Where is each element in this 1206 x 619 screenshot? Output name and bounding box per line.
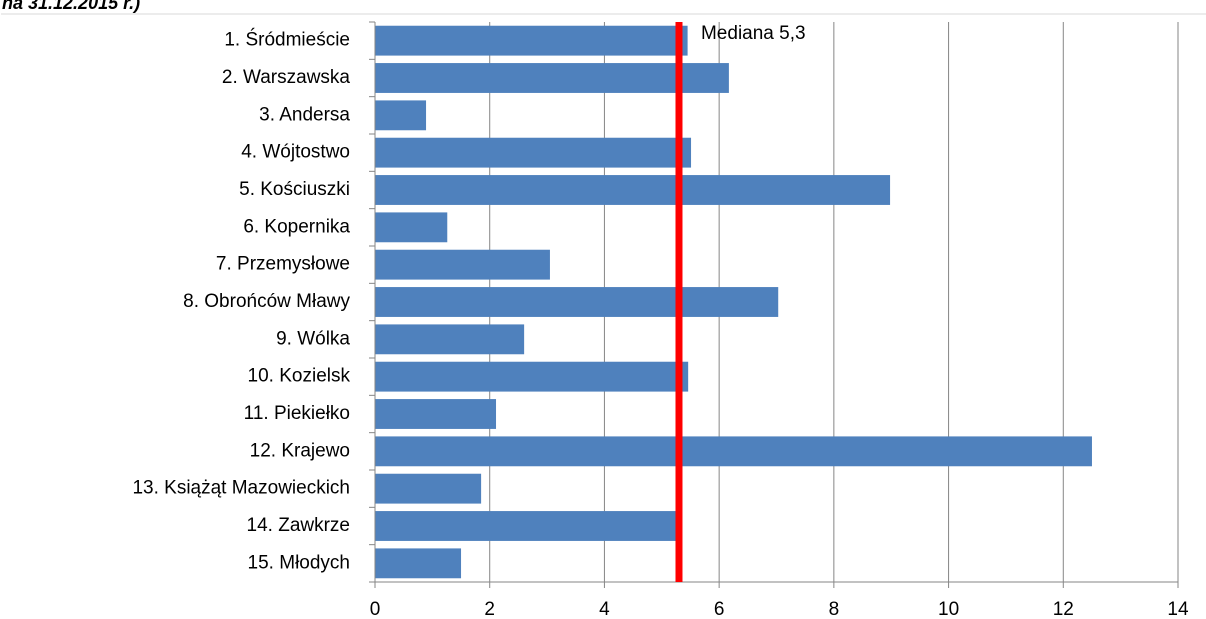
bar — [375, 25, 688, 56]
y-tick-label: 4. Wójtostwo — [241, 142, 350, 163]
y-tick-label: 5. Kościuszki — [239, 179, 350, 200]
y-tick-label: 6. Kopernika — [243, 216, 350, 237]
median-label: Mediana 5,3 — [701, 23, 806, 44]
x-tick-label: 8 — [829, 599, 840, 619]
y-tick-label: 7. Przemysłowe — [216, 254, 350, 275]
chart-title: na 31.12.2015 r.) — [2, 0, 140, 13]
bar — [375, 175, 891, 205]
x-tick-label: 6 — [714, 599, 725, 619]
x-tick-label: 12 — [1053, 599, 1074, 619]
x-tick-label: 4 — [599, 599, 610, 619]
bar — [375, 212, 448, 243]
bar — [375, 63, 729, 93]
bar — [375, 399, 497, 429]
y-tick-label: 1. Śródmieście — [224, 29, 350, 51]
y-tick-label: 8. Obrońców Mławy — [183, 291, 350, 312]
bar — [375, 249, 550, 280]
y-tick-label: 14. Zawkrze — [247, 515, 350, 536]
bar — [375, 473, 482, 504]
bar — [375, 324, 525, 355]
y-tick-label: 11. Piekiełko — [244, 403, 350, 424]
bar — [375, 137, 692, 168]
bar — [375, 548, 462, 579]
y-tick-label: 3. Andersa — [259, 104, 350, 125]
bar — [375, 511, 678, 541]
bar — [375, 100, 427, 131]
y-tick-label: 9. Wólka — [276, 328, 350, 349]
x-tick-label: 14 — [1167, 599, 1189, 619]
y-tick-label: 2. Warszawska — [222, 67, 351, 88]
x-tick-label: 0 — [370, 599, 381, 619]
y-tick-label: 15. Młodych — [248, 552, 350, 573]
bar — [375, 287, 779, 317]
x-tick-label: 2 — [484, 599, 495, 619]
y-tick-label: 13. Książąt Mazowieckich — [132, 478, 350, 499]
bar — [375, 361, 689, 392]
y-tick-label: 12. Krajewo — [250, 440, 350, 461]
y-tick-label: 10. Kozielsk — [248, 366, 351, 387]
x-tick-label: 10 — [938, 599, 959, 619]
bar — [375, 436, 1092, 467]
